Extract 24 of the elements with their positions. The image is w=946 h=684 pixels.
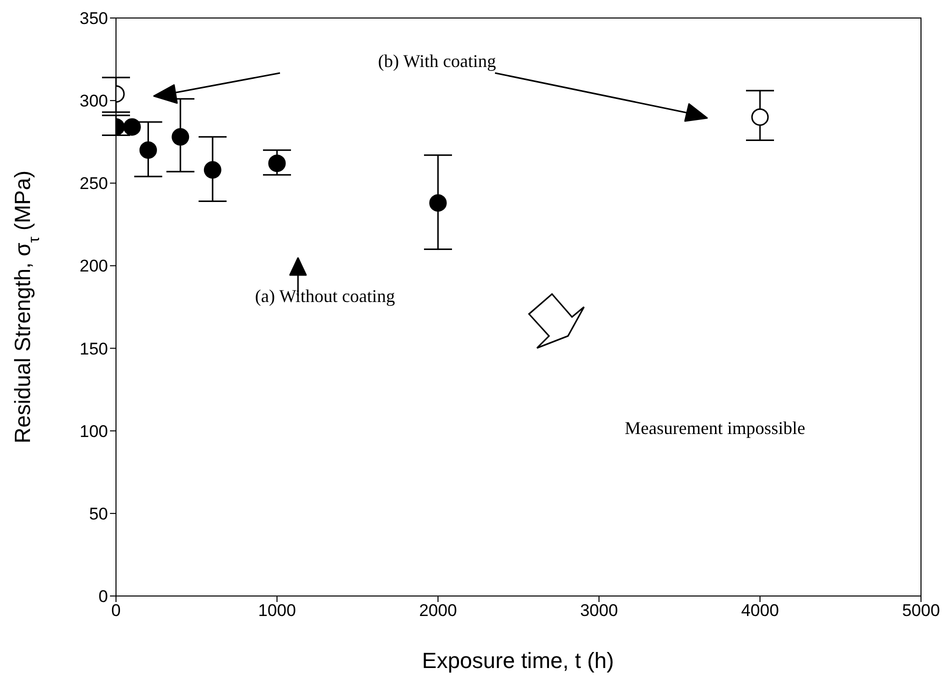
- annotation: (a) Without coating: [255, 286, 395, 306]
- y-tick-label: 350: [80, 9, 108, 28]
- x-tick-label: 3000: [580, 601, 618, 620]
- y-tick-label: 200: [80, 256, 108, 276]
- y-tick-label: 150: [80, 339, 108, 358]
- x-tick-label: 5000: [902, 601, 940, 620]
- point: [429, 194, 447, 212]
- point: [204, 161, 222, 179]
- y-tick-label: 300: [80, 92, 108, 111]
- x-tick-label: 0: [111, 601, 121, 620]
- x-axis-title: Exposure time, t (h): [422, 648, 614, 673]
- annotation: (b) With coating: [378, 51, 496, 71]
- point: [139, 141, 157, 159]
- x-tick-label: 4000: [741, 601, 779, 620]
- y-tick-label: 100: [80, 422, 108, 441]
- y-tick-label: 0: [98, 587, 108, 606]
- point: [172, 128, 190, 146]
- x-tick-label: 2000: [419, 601, 457, 620]
- y-tick-label: 50: [89, 504, 108, 524]
- annotation: Measurement impossible: [624, 418, 806, 438]
- point: [268, 154, 286, 172]
- y-tick-label: 250: [80, 174, 108, 194]
- point: [123, 118, 141, 136]
- x-tick-label: 1000: [258, 601, 296, 620]
